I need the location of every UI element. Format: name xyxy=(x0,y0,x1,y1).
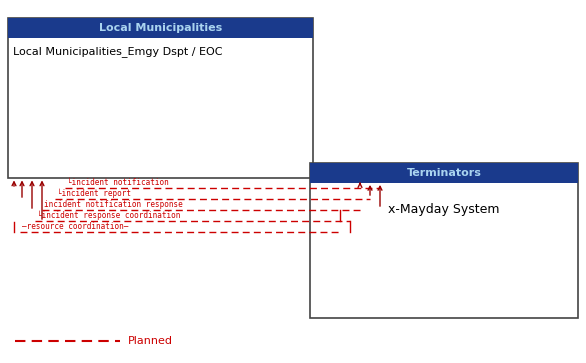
Text: Terminators: Terminators xyxy=(407,168,482,178)
Bar xyxy=(8,18,313,178)
Text: └incident report: └incident report xyxy=(57,189,131,198)
Bar xyxy=(310,163,578,318)
Text: └incident notification: └incident notification xyxy=(67,178,169,187)
Text: ‒resource coordination‒: ‒resource coordination‒ xyxy=(22,222,128,231)
Text: Planned: Planned xyxy=(128,336,173,346)
Text: └incident response coordination: └incident response coordination xyxy=(37,211,180,220)
Text: Local Municipalities_Emgy Dspt / EOC: Local Municipalities_Emgy Dspt / EOC xyxy=(13,46,223,57)
Text: incident notification response: incident notification response xyxy=(44,200,183,209)
Text: x-Mayday System: x-Mayday System xyxy=(389,203,500,216)
Text: Local Municipalities: Local Municipalities xyxy=(99,23,222,33)
Bar xyxy=(310,163,578,183)
Bar xyxy=(8,18,313,38)
